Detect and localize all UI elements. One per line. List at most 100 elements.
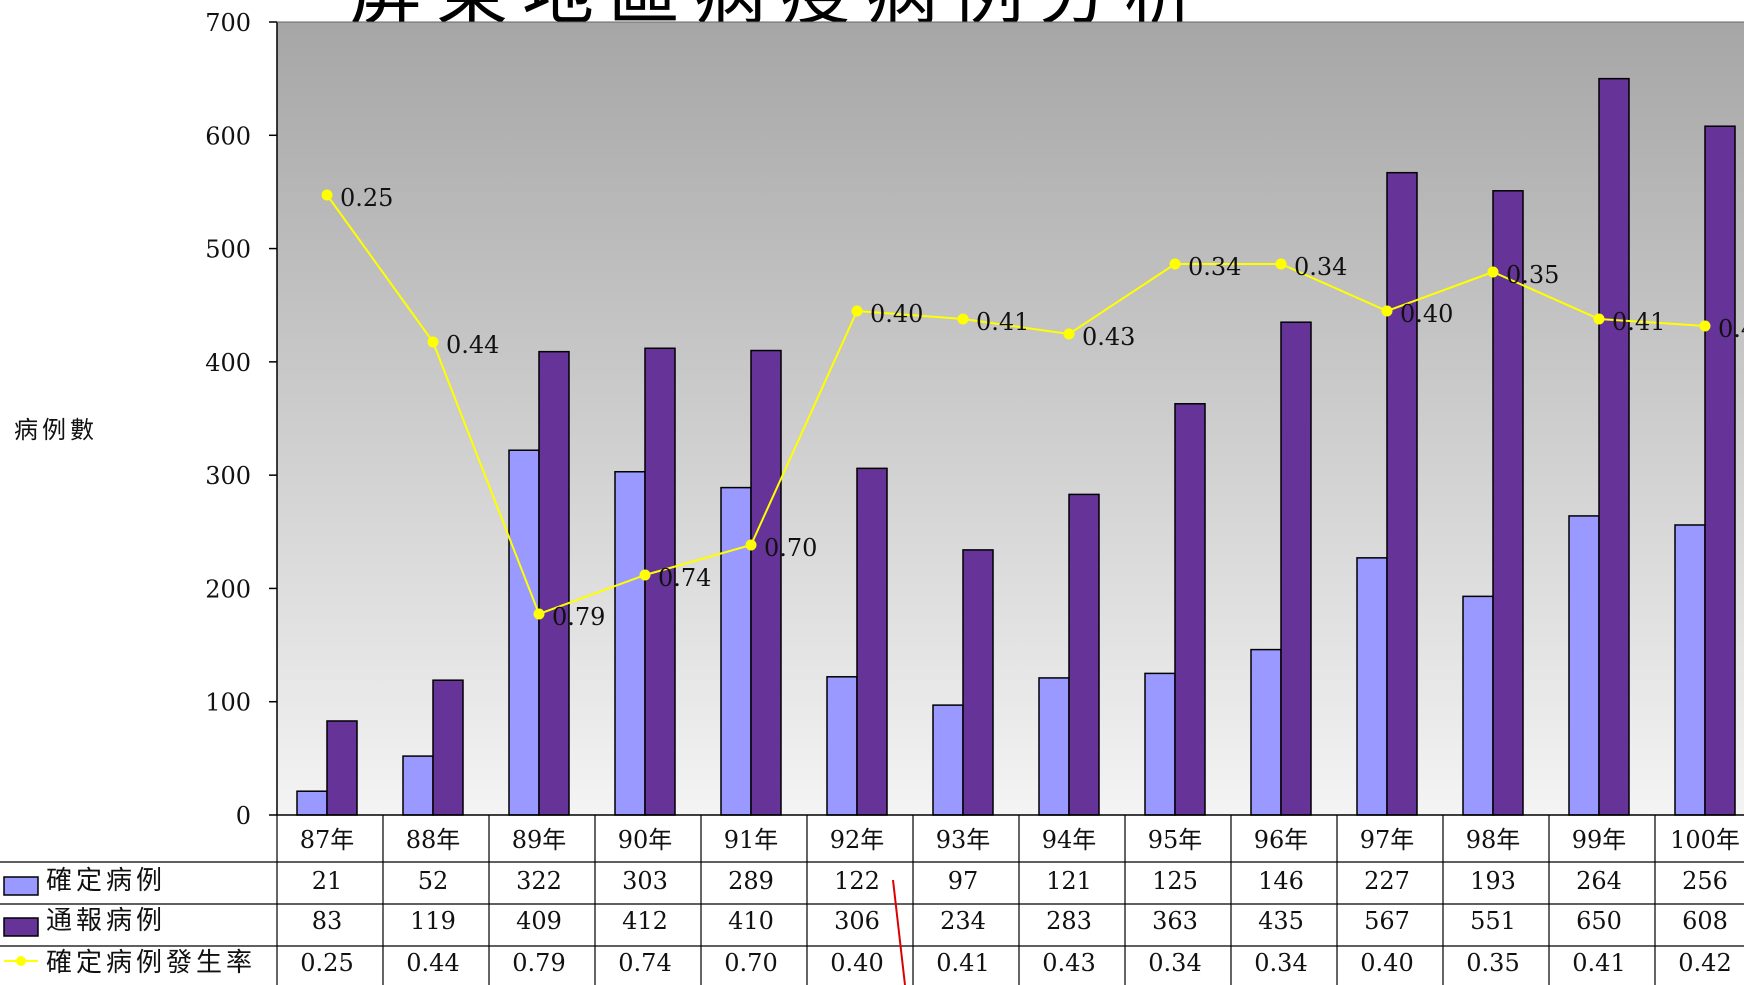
y-tick-label: 500 — [205, 236, 251, 264]
bar-confirmed — [1568, 515, 1600, 816]
table-cell: 0.34 — [1148, 949, 1201, 977]
y-axis-label: 病例數 — [14, 416, 98, 444]
rate-point — [533, 608, 545, 620]
table-cell: 650 — [1576, 907, 1622, 935]
rate-data-label: 0.70 — [764, 534, 817, 562]
table-cell: 435 — [1258, 907, 1304, 935]
bar-confirmed — [402, 755, 434, 816]
table-cell: 0.44 — [406, 949, 459, 977]
rate-data-label: 0.41 — [1612, 308, 1665, 336]
rate-point — [851, 305, 863, 317]
table-series-name: 確定病例 — [46, 866, 166, 896]
x-tick-label: 99年 — [1572, 826, 1627, 854]
table-cell: 0.43 — [1042, 949, 1095, 977]
bar-layer — [296, 77, 1736, 816]
rate-point — [427, 336, 439, 348]
rate-point — [1063, 328, 1075, 340]
table-cell: 193 — [1470, 867, 1516, 895]
x-tick-label: 94年 — [1042, 826, 1097, 854]
x-tick-label: 89年 — [512, 826, 567, 854]
bar-confirmed — [932, 704, 964, 816]
y-tick-label: 400 — [205, 349, 251, 377]
bar-reported — [1598, 77, 1630, 816]
table-cell: 289 — [728, 867, 774, 895]
table-cell: 0.41 — [936, 949, 989, 977]
table-cell: 0.70 — [724, 949, 777, 977]
rate-data-label: 0.42 — [1718, 315, 1744, 343]
rate-point — [1381, 305, 1393, 317]
table-cell: 283 — [1046, 907, 1092, 935]
bar-reported — [1386, 171, 1418, 816]
data-table: 87年 88年 89年 90年 91年 92年 93年 94年 95年 96年 97年 98年 99年 1… — [0, 814, 1744, 985]
x-tick-label: 92年 — [830, 826, 885, 854]
table-series-name: 確定病例發生率 — [46, 948, 256, 978]
y-tick-label: 600 — [205, 122, 251, 150]
x-tick-label: 95年 — [1148, 826, 1203, 854]
x-tick-label: 91年 — [724, 826, 779, 854]
x-tick-label: 90年 — [618, 826, 673, 854]
bar-confirmed — [1462, 595, 1494, 816]
rate-point — [1275, 258, 1287, 270]
bar-confirmed — [1674, 524, 1706, 816]
bar-confirmed — [296, 790, 328, 816]
bar-confirmed — [614, 470, 646, 816]
table-cell: 97 — [948, 867, 979, 895]
legend-swatch-confirmed — [3, 876, 39, 896]
legend-swatch-rate-marker — [16, 956, 26, 966]
rate-point — [639, 569, 651, 581]
y-tick-label: 200 — [205, 575, 251, 603]
bar-reported — [432, 679, 464, 816]
bar-confirmed — [720, 486, 752, 816]
bar-reported — [1068, 493, 1100, 816]
rate-data-label: 0.79 — [552, 603, 605, 631]
bar-reported — [750, 349, 782, 816]
bar-confirmed — [508, 449, 540, 816]
table-cell: 234 — [940, 907, 986, 935]
table-cell: 256 — [1682, 867, 1728, 895]
y-tick-label: 100 — [205, 689, 251, 717]
rate-line — [326, 194, 1706, 616]
rate-data-label: 0.25 — [340, 184, 393, 212]
x-tick-label: 87年 — [300, 826, 355, 854]
rate-point — [1699, 320, 1711, 332]
bar-reported — [1492, 190, 1524, 816]
y-axis: 0 100 200 300 400 500 600 700 — [205, 9, 1744, 830]
bar-confirmed — [1356, 557, 1388, 816]
rate-data-label: 0.40 — [1400, 300, 1453, 328]
plot-area — [277, 22, 1744, 815]
table-cell: 146 — [1258, 867, 1304, 895]
bar-reported — [962, 549, 994, 816]
table-cell: 125 — [1152, 867, 1198, 895]
table-cell: 0.35 — [1466, 949, 1519, 977]
rate-point — [1487, 266, 1499, 278]
table-cell: 0.74 — [618, 949, 671, 977]
rate-data-label: 0.34 — [1294, 253, 1347, 281]
table-cell: 410 — [728, 907, 774, 935]
rate-data-label: 0.34 — [1188, 253, 1241, 281]
legend-swatch-reported — [3, 917, 39, 937]
rate-data-label: 0.74 — [658, 564, 711, 592]
bar-reported — [644, 347, 676, 816]
table-cell: 363 — [1152, 907, 1198, 935]
table-series-name: 通報病例 — [46, 906, 166, 936]
y-tick-label: 700 — [205, 9, 251, 37]
bar-reported — [1174, 403, 1206, 816]
bar-confirmed — [826, 676, 858, 816]
y-tick-label: 0 — [236, 802, 251, 830]
bar-confirmed — [1144, 672, 1176, 816]
table-cell: 0.34 — [1254, 949, 1307, 977]
rate-data-label: 0.43 — [1082, 323, 1135, 351]
rate-data-label: 0.41 — [976, 308, 1029, 336]
table-cell: 551 — [1470, 907, 1516, 935]
table-cell: 227 — [1364, 867, 1410, 895]
table-cell: 567 — [1364, 907, 1410, 935]
table-cell: 122 — [834, 867, 880, 895]
table-cell: 0.79 — [512, 949, 565, 977]
table-cell: 0.42 — [1678, 949, 1731, 977]
x-tick-label: 100年 — [1670, 826, 1740, 854]
table-cell: 21 — [312, 867, 343, 895]
line-layer: 0.25 0.44 0.79 0.74 0.70 0.40 0.41 0.43 0.34 0.34… — [321, 184, 1744, 631]
table-cell: 0.25 — [300, 949, 353, 977]
rate-point — [1169, 258, 1181, 270]
